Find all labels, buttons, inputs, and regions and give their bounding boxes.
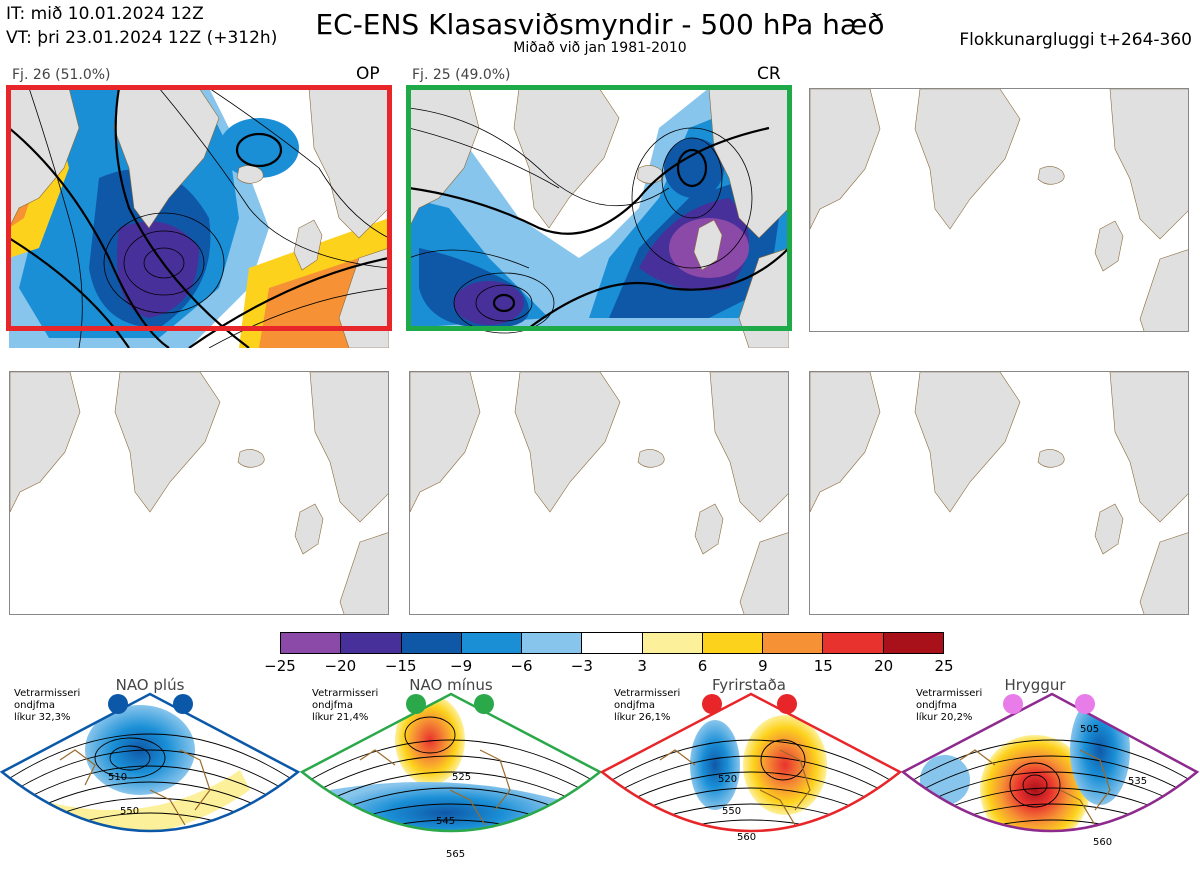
colorbar-swatch-1 (341, 633, 402, 653)
colorbar-tick-0: −25 (264, 657, 296, 675)
regime-ridge-map (912, 695, 1191, 831)
colorbar-swatch-0 (281, 633, 342, 653)
cluster1-tag: OP (356, 64, 380, 84)
colorbar-tick-2: −15 (384, 657, 417, 675)
colorbar-tick-4: −6 (510, 657, 533, 675)
colorbar-swatch-3 (461, 633, 523, 653)
regime-nao-minus-note: Vetrarmisseri ondjfma líkur 21,4% (312, 688, 379, 723)
colorbar-swatch-4 (522, 633, 583, 653)
nao-minus-contour-525: 525 (452, 772, 471, 783)
nao-minus-contour-565: 565 (446, 849, 465, 860)
empty-map-3 (809, 88, 1189, 332)
ridge-contour-560: 560 (1093, 837, 1112, 848)
cluster2-label: Fj. 25 (49.0%) (412, 67, 511, 83)
chart-title: EC-ENS Klasasviðsmyndir - 500 hPa hæð (315, 8, 885, 41)
regime-blocking-map (611, 715, 891, 831)
regime-nao-minus-name: NAO mínus (409, 676, 493, 694)
nao-plus-contour-550: 550 (120, 806, 139, 817)
regime-blocking-note: Vetrarmisseri ondjfma líkur 26,1% (614, 688, 681, 723)
cluster2-map (409, 88, 789, 348)
empty-map-5 (409, 371, 789, 615)
colorbar-swatch-10 (883, 633, 943, 653)
colorbar-tick-11: 25 (934, 657, 954, 675)
colorbar-tick-7: 6 (697, 657, 708, 675)
classification-window: Flokkunargluggi t+264-360 (959, 30, 1192, 50)
nao-minus-contour-545: 545 (436, 816, 455, 827)
colorbar-swatch-8 (763, 633, 824, 653)
empty-map-4 (9, 371, 389, 615)
cluster1-map (9, 88, 389, 348)
empty-map-6 (809, 371, 1189, 615)
colorbar-swatch-7 (702, 633, 764, 653)
colorbar-swatch-6 (642, 633, 703, 653)
regime-maps: 510 550 525 545 565 520 550 560 (0, 692, 1200, 860)
ridge-contour-505: 505 (1080, 724, 1099, 735)
cluster2-tag: CR (757, 64, 781, 84)
colorbar-swatch-5 (582, 633, 643, 653)
regime-nao-plus-note: Vetrarmisseri ondjfma líkur 32,3% (14, 688, 81, 723)
colorbar (280, 632, 944, 654)
cluster1-label: Fj. 26 (51.0%) (12, 67, 111, 83)
colorbar-tick-9: 15 (813, 657, 833, 675)
regime-ridge-note: Vetrarmisseri ondjfma líkur 20,2% (916, 688, 983, 723)
blocking-contour-520: 520 (718, 774, 737, 785)
colorbar-swatch-9 (823, 633, 884, 653)
ridge-contour-535: 535 (1128, 776, 1147, 787)
blocking-contour-560: 560 (737, 832, 756, 843)
regime-ridge-name: Hryggur (1004, 676, 1066, 694)
chart-subtitle: Miðað við jan 1981-2010 (513, 40, 687, 56)
colorbar-tick-1: −20 (324, 657, 357, 675)
nao-plus-contour-510: 510 (108, 772, 127, 783)
regime-nao-plus-name: NAO plús (115, 676, 185, 694)
regime-nao-plus-map (9, 705, 291, 831)
regime-blocking-name: Fyrirstaða (712, 676, 786, 694)
colorbar-tick-10: 20 (874, 657, 894, 675)
colorbar-tick-3: −9 (450, 657, 473, 675)
colorbar-tick-5: −3 (570, 657, 593, 675)
colorbar-tick-8: 9 (758, 657, 768, 675)
valid-time: VT: þri 23.01.2024 12Z (+312h) (6, 28, 278, 48)
blocking-contour-550: 550 (722, 806, 741, 817)
colorbar-swatch-2 (401, 633, 462, 653)
initial-time: IT: mið 10.01.2024 12Z (6, 4, 204, 24)
colorbar-tick-6: 3 (637, 657, 647, 675)
